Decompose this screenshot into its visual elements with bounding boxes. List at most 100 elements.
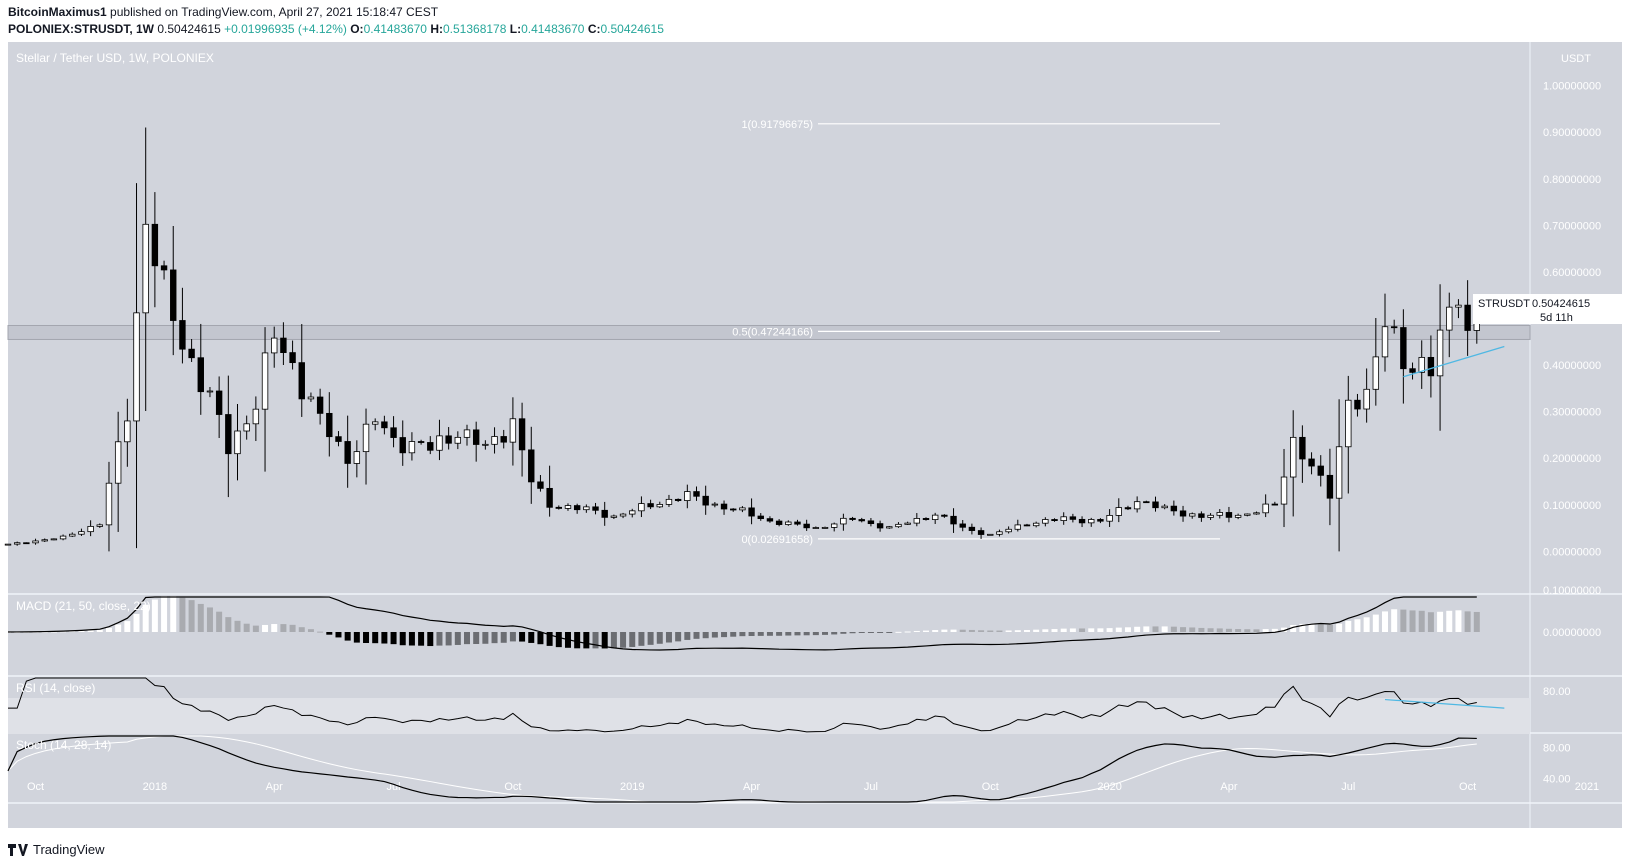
candle	[509, 397, 517, 466]
macd-histogram-bar	[610, 632, 617, 649]
candle-body-up	[1207, 514, 1214, 518]
candle-body-down	[1308, 458, 1315, 467]
candle	[1446, 292, 1453, 358]
candle-body-down	[1299, 436, 1306, 460]
candle	[931, 512, 939, 524]
stoch-pane: 80.00 40.00	[7, 735, 1571, 803]
candle-body-up	[656, 504, 663, 508]
macd-histogram-bar	[170, 596, 177, 632]
candle-body-down	[1390, 326, 1398, 329]
candle	[1014, 519, 1021, 532]
macd-histogram-bar	[858, 632, 865, 633]
candle	[757, 513, 764, 521]
candle-body-down	[1124, 507, 1132, 510]
macd-histogram-bar	[1023, 629, 1030, 632]
macd-histogram-bar	[124, 621, 131, 632]
macd-histogram-bar	[785, 632, 792, 636]
macd-histogram-bar	[427, 632, 434, 647]
time-axis[interactable]: Oct 2018 Apr Jul Oct 2019 Apr Jul Oct 2020 Apr Jul O…	[27, 781, 1627, 793]
macd-histogram-bar	[1437, 611, 1444, 632]
macd-histogram-bar	[1308, 623, 1315, 632]
macd-histogram-bar	[509, 632, 516, 642]
macd-histogram-bar	[950, 629, 957, 632]
candle	[959, 519, 966, 532]
price-label-countdown: 5d 11h	[1540, 312, 1573, 324]
macd-histogram-bar	[216, 611, 223, 632]
candle-body-down	[546, 487, 553, 508]
fib-retracement[interactable]: 1(0.91796675) 0.5(0.47244166) 0(0.02691658…	[732, 119, 1220, 546]
macd-histogram-bar	[1372, 614, 1379, 632]
tradingview-logo[interactable]: TradingView	[8, 842, 105, 857]
macd-histogram-bar	[1216, 628, 1223, 632]
candle	[1317, 455, 1324, 487]
candle-body-down	[693, 491, 700, 497]
candle-body-up	[50, 538, 58, 541]
candle-body-up	[583, 506, 590, 511]
stoch-d-line	[7, 735, 1477, 803]
macd-histogram-bar	[822, 632, 829, 635]
candle	[895, 522, 902, 528]
macd-histogram-bar	[60, 631, 67, 633]
candle-body-up	[234, 430, 241, 455]
fib-level-label: 0.5(0.47244166)	[732, 326, 813, 338]
last-price-label: STRUSDT 0.50424615 5d 11h	[1473, 294, 1623, 324]
macd-tick-label: 0.00000000	[1543, 627, 1601, 639]
macd-histogram-bar	[105, 627, 112, 632]
candle	[656, 501, 663, 509]
macd-histogram-bar	[206, 607, 213, 632]
candle	[50, 538, 58, 541]
macd-histogram-bar	[1161, 626, 1168, 632]
y-tick-label: 1.00000000	[1543, 81, 1601, 93]
candle	[739, 506, 746, 513]
macd-histogram-bar	[1290, 624, 1297, 632]
y-tick-label: 0.20000000	[1543, 453, 1601, 465]
ohlc-bar: POLONIEX:STRUSDT, 1W 0.50424615 +0.01996…	[8, 22, 664, 36]
candle	[1189, 512, 1196, 519]
candle	[1345, 375, 1352, 494]
candle-body-up	[840, 517, 847, 525]
price-label-value: 0.50424615	[1532, 298, 1590, 310]
candle-body-down	[1271, 503, 1279, 506]
symbol-text: POLONIEX:STRUSDT, 1W	[8, 22, 155, 36]
x-tick-label: Apr	[1220, 781, 1237, 793]
macd-histogram-bar	[996, 630, 1003, 632]
candle-body-down	[280, 337, 287, 353]
macd-histogram-bar	[307, 629, 314, 632]
candle-body-up	[32, 540, 39, 544]
candle-body-down	[977, 530, 985, 535]
candle-body-down	[518, 418, 526, 451]
candle	[647, 499, 654, 510]
macd-histogram-bar	[372, 632, 379, 644]
candle	[546, 465, 553, 517]
macd-histogram-bar	[69, 631, 76, 633]
price-chart[interactable]: 1(0.91796675) 0.5(0.47244166) 0(0.02691658…	[0, 42, 1627, 842]
author-name[interactable]: BitcoinMaximus1	[8, 5, 107, 19]
macd-histogram-bar	[867, 632, 874, 633]
x-tick-label: 2019	[620, 781, 644, 793]
candle	[775, 519, 783, 527]
candle	[243, 415, 250, 440]
candle	[472, 421, 480, 462]
candle-body-up	[831, 523, 838, 528]
macd-histogram-bar	[702, 632, 709, 639]
fib-level-label: 0(0.02691658)	[741, 534, 813, 546]
macd-histogram-bar	[335, 632, 342, 638]
rsi-divergence-line	[1384, 698, 1505, 709]
candle	[1299, 425, 1306, 483]
candle	[610, 514, 618, 520]
candle-body-up	[1032, 522, 1040, 527]
trendlines[interactable]	[1403, 345, 1505, 378]
macd-histogram-bar	[1005, 630, 1012, 632]
candle	[619, 512, 627, 519]
candle	[886, 525, 893, 529]
candle	[1354, 393, 1361, 417]
candle	[674, 498, 682, 502]
candle	[362, 408, 370, 485]
candle	[1308, 452, 1315, 475]
candle-body-up	[665, 498, 673, 505]
candle-body-down	[151, 223, 159, 267]
candle-body-up	[1455, 304, 1462, 308]
macd-histogram-bar	[968, 629, 975, 632]
macd-line	[7, 596, 1477, 651]
candle-body-down	[225, 414, 232, 455]
